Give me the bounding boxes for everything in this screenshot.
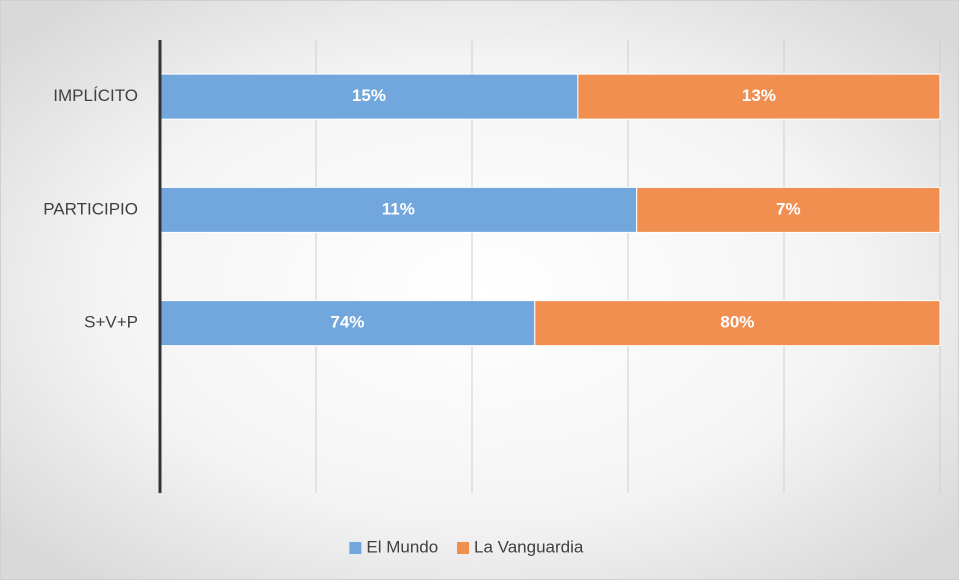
legend-label: El Mundo [366,537,438,556]
y-tick-label: S+V+P [84,313,138,332]
data-label: 74% [330,313,364,332]
legend-label: La Vanguardia [474,537,584,556]
data-label: 15% [352,86,386,105]
legend-swatch [457,542,469,554]
legend-swatch [349,542,362,554]
data-label: 11% [382,199,415,218]
bar-segment [534,300,941,347]
bar-segment [577,73,941,120]
data-label: 7% [776,199,801,218]
data-label: 13% [742,86,776,105]
y-tick-label: PARTICIPIO [43,199,138,218]
y-tick-label: IMPLÍCITO [53,86,138,105]
data-label: 80% [720,313,754,332]
bar-segment [159,300,536,347]
bar-segment [159,186,638,233]
bar-segment [636,186,941,233]
